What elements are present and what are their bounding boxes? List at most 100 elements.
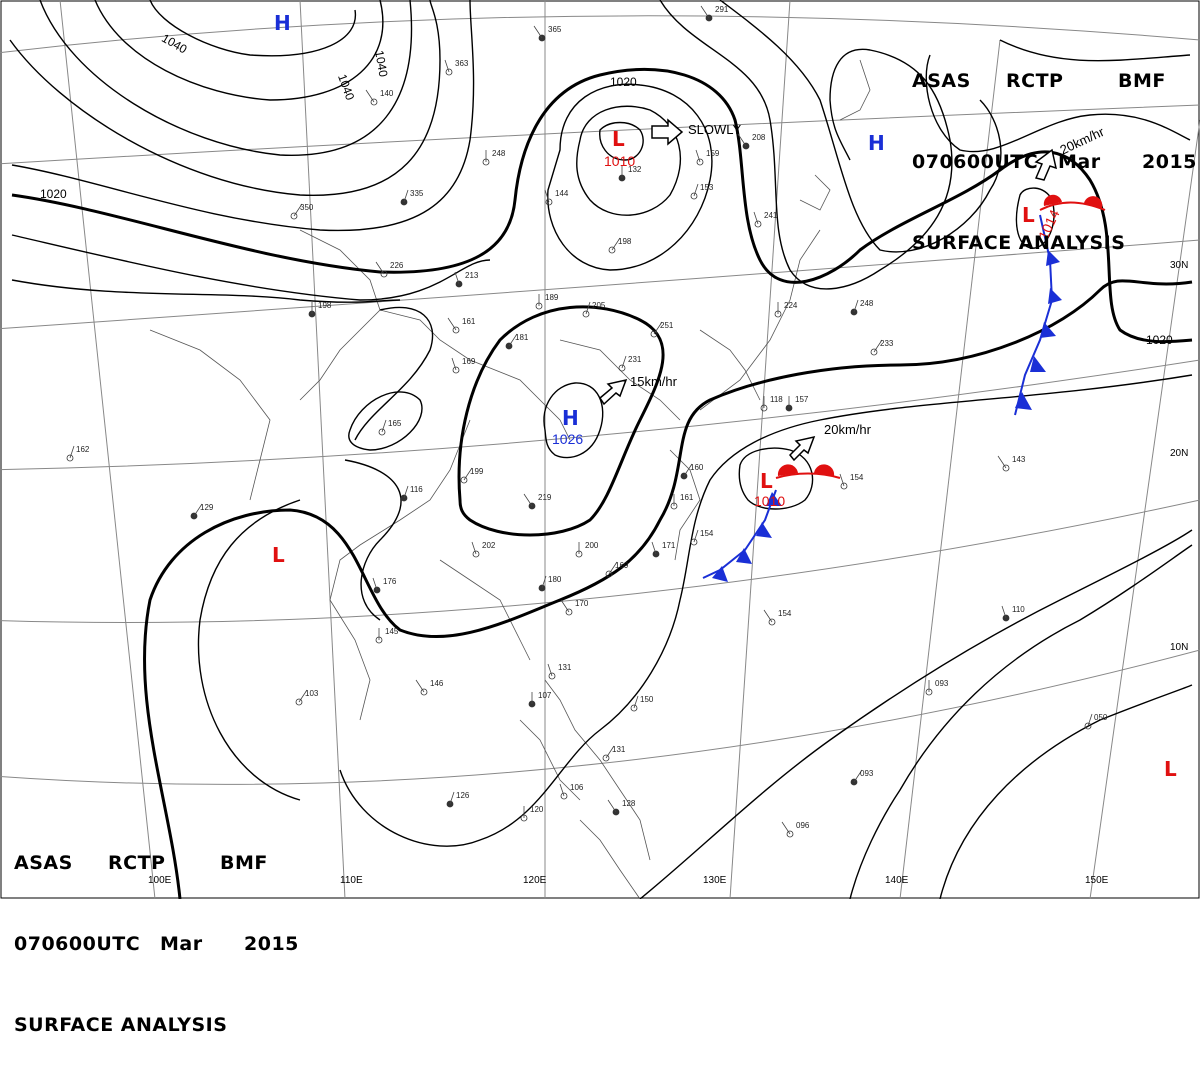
wind-barb: [372, 577, 378, 591]
cold-front-pip: [736, 548, 752, 564]
high-center: H: [274, 11, 291, 35]
wind-barb: [1087, 713, 1093, 727]
wind-barb: [523, 493, 533, 507]
station-circle: [690, 192, 698, 200]
station-pressure: 118: [770, 395, 783, 404]
wind-barb: [449, 791, 455, 805]
station-circle: [290, 212, 298, 220]
chart-header-bottom-left: ASAS RCTP BMF 070600UTC Mar 2015 SURFACE…: [14, 796, 299, 1066]
station-pressure: 093: [935, 679, 949, 688]
station-circle: [696, 158, 704, 166]
station-circle: [630, 704, 638, 712]
station-circle: [754, 220, 762, 228]
wind-barb: [451, 357, 457, 371]
station-circle: [1002, 464, 1010, 472]
latitude-label: 20N: [1170, 448, 1188, 459]
wind-barb: [839, 473, 845, 487]
station-pressure: 350: [300, 203, 314, 212]
low-center: L: [1022, 203, 1035, 227]
station-pressure: 146: [430, 679, 444, 688]
station-circle: [608, 246, 616, 254]
station-pressure: 154: [778, 609, 792, 618]
station-circle: [452, 326, 460, 334]
station-pressure: 110: [1012, 605, 1025, 614]
station-circle: [690, 538, 698, 546]
station-circle: [378, 428, 386, 436]
wind-barb: [541, 575, 547, 589]
station-circle: [295, 698, 303, 706]
wind-barb: [585, 301, 591, 315]
station-pressure: 363: [455, 59, 469, 68]
header-time: 070600UTC: [912, 151, 1039, 173]
station-pressure: 231: [628, 355, 642, 364]
station-pressure: 050: [1094, 713, 1108, 722]
station-pressure: 170: [575, 599, 589, 608]
graticule-labels: 100E 110E 120E 130E 140E 150E 30N 20N 10…: [148, 260, 1188, 886]
station-pressure: 116: [410, 485, 423, 494]
station-pressure: 120: [530, 805, 544, 814]
station-pressure: 145: [385, 627, 399, 636]
station-pressure: 132: [628, 165, 642, 174]
header-year: 2015: [1142, 151, 1197, 173]
header-month: Mar: [1058, 151, 1101, 173]
warm-front-central: [775, 472, 841, 479]
wind-barb: [611, 237, 621, 251]
wind-barb: [693, 183, 699, 197]
wind-barb: [608, 561, 618, 575]
cold-front-pip: [1030, 356, 1046, 372]
cold-front-pip: [1040, 322, 1056, 338]
station-circle: [768, 618, 776, 626]
cold-front-pip: [1015, 392, 1032, 410]
station-pressure: 154: [700, 529, 714, 538]
header-time: 070600UTC: [14, 933, 141, 955]
station-pressure: 106: [570, 783, 584, 792]
weather-map: 1040 1040 1040 1020 1020 1020 100E 110E …: [0, 0, 1200, 899]
wind-barb: [781, 821, 791, 835]
wind-barb: [560, 599, 570, 613]
wind-barb: [997, 455, 1007, 469]
coastlines: [149, 59, 871, 899]
station-pressure: 165: [388, 419, 402, 428]
wind-barb: [447, 317, 457, 331]
station-pressure: 153: [700, 183, 714, 192]
header-center: RCTP: [1006, 70, 1064, 92]
wind-barb: [651, 541, 657, 555]
station-pressure: 107: [538, 691, 552, 700]
station-pressure: 365: [548, 25, 562, 34]
station-pressure: 291: [715, 5, 729, 14]
station-pressure: 200: [585, 541, 599, 550]
station-observations: 365 363 248 335 350 226 213 189 205 181 161 169 198 1…: [66, 5, 1108, 838]
wind-barb: [375, 261, 385, 275]
low-center: L: [272, 543, 285, 567]
station-circle: [472, 550, 480, 558]
station-circle: [618, 364, 626, 372]
wind-barb: [653, 321, 663, 335]
motion-label: SLOWLY: [688, 122, 742, 137]
station-pressure: 144: [555, 189, 569, 198]
station-pressure: 251: [660, 321, 674, 330]
station-pressure: 157: [795, 395, 809, 404]
warm-front-pip: [777, 464, 798, 476]
map-frame: [0, 0, 1200, 899]
isobar-label: 1020: [40, 187, 67, 201]
station-pressure: 198: [318, 301, 332, 310]
station-circle: [582, 310, 590, 318]
longitude-label: 130E: [703, 875, 727, 886]
station-pressure: 199: [470, 467, 484, 476]
wind-barb: [298, 689, 308, 703]
high-center: H: [562, 406, 579, 430]
isobars: [9, 0, 1193, 899]
station-circle: [460, 476, 468, 484]
station-pressure: 176: [383, 577, 397, 586]
wind-barb: [403, 189, 409, 203]
wind-barb: [737, 133, 747, 147]
isobar-label: 1020: [1146, 333, 1173, 347]
header-office: BMF: [1118, 70, 1166, 92]
station-pressure: 093: [860, 769, 874, 778]
station-pressure: 150: [640, 695, 654, 704]
arrow-right-icon: [651, 118, 684, 146]
isobar-label: 1040: [372, 49, 390, 78]
longitude-label: 150E: [1085, 875, 1109, 886]
arrow-right-icon: [788, 435, 816, 462]
wind-barb: [403, 485, 409, 499]
